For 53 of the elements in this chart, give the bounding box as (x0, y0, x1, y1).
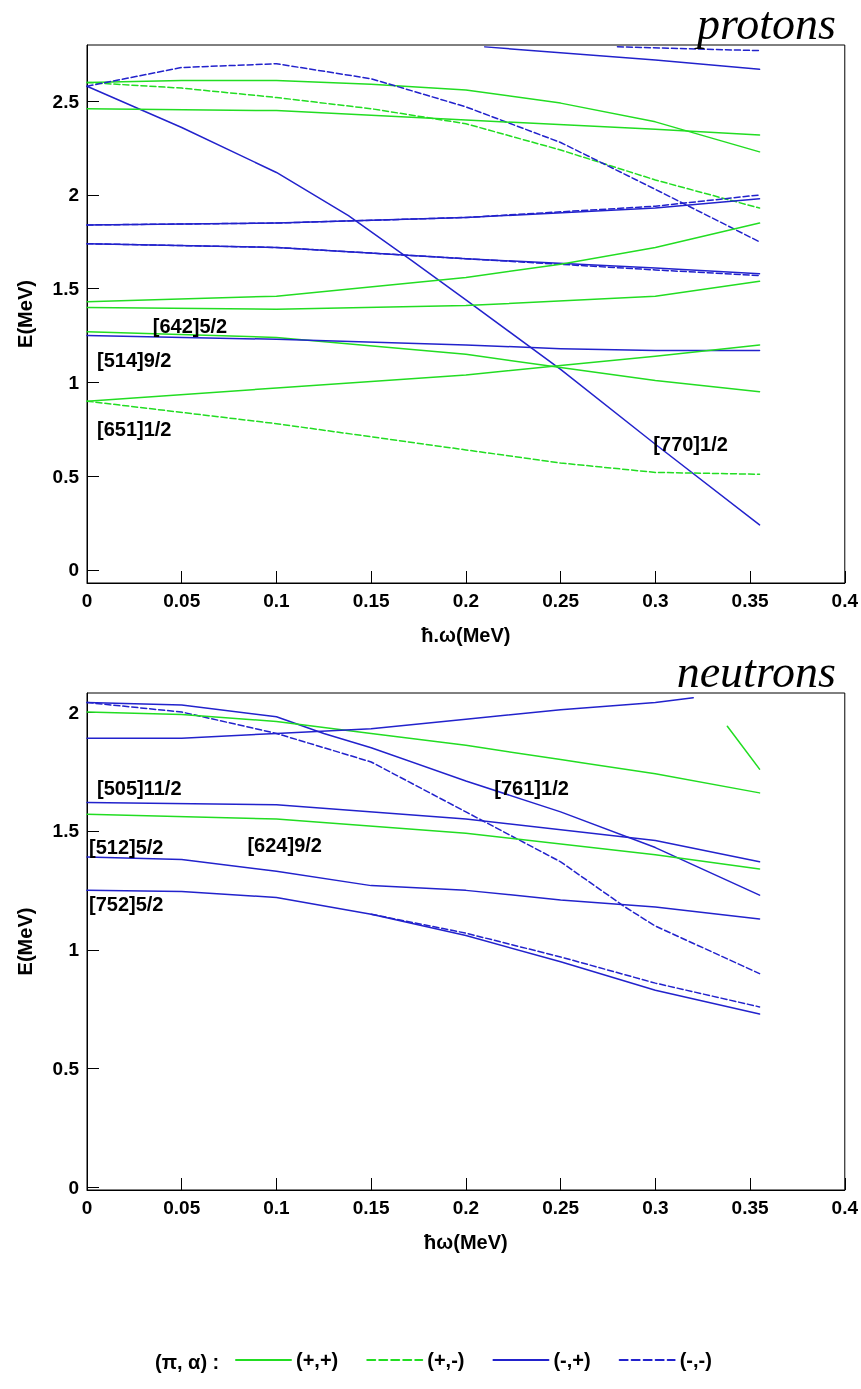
line-series (86, 889, 761, 1015)
x-tick-label: 0.4 (831, 1197, 859, 1218)
annotation: [752]5/2 (89, 893, 164, 916)
x-tick-label: 0.25 (542, 590, 580, 611)
annotation: [512]5/2 (89, 836, 164, 859)
y-tick-label: 1 (68, 939, 80, 961)
legend-label: (+,+) (296, 1349, 339, 1371)
x-tick-label: 0.1 (263, 590, 291, 611)
x-tick-label: 0 (81, 1197, 93, 1218)
y-tick-label: 1 (68, 371, 80, 393)
y-tick-label: 2 (68, 184, 79, 206)
x-tick-label: 0.1 (263, 1197, 291, 1218)
y-tick-label: 0.5 (52, 465, 80, 487)
annotation: [624]9/2 (247, 834, 322, 857)
y-tick-label: 0 (68, 1177, 79, 1199)
line-series (86, 280, 761, 311)
y-tick-label: 2.5 (52, 90, 80, 112)
x-tick-label: 0.25 (542, 1197, 580, 1218)
y-axis-title: E(MeV) (14, 280, 36, 348)
x-tick-label: 0.2 (452, 590, 480, 611)
x-tick-label: 0.05 (163, 590, 201, 611)
legend-label: (-,+) (553, 1349, 591, 1371)
annotation: [761]1/2 (494, 777, 569, 800)
legend-label: (+,-) (427, 1349, 465, 1371)
x-tick-label: 0.3 (642, 1197, 669, 1218)
x-tick-label: 0.15 (352, 1197, 391, 1218)
y-tick-label: 0 (68, 559, 79, 581)
annotation: [642]5/2 (152, 314, 228, 337)
line-series (86, 222, 761, 303)
y-tick-label: 1.5 (52, 820, 80, 842)
x-tick-label: 0.05 (163, 1197, 201, 1218)
chart-title: protons (694, 0, 837, 49)
legend-label: (-,-) (679, 1349, 712, 1371)
x-axis-title: ħ.ω(MeV) (421, 624, 511, 646)
line-series (86, 813, 761, 870)
x-tick-label: 0.35 (731, 590, 769, 611)
x-axis-title: ħω(MeV) (424, 1231, 508, 1253)
legend-title: (π, α) : (155, 1351, 220, 1373)
x-tick-label: 0.35 (731, 1197, 769, 1218)
x-tick-label: 0.2 (452, 1197, 480, 1218)
y-tick-label: 0.5 (52, 1058, 80, 1080)
annotation: [514]9/2 (97, 348, 172, 371)
y-axis-title: E(MeV) (14, 907, 36, 976)
annotation: [651]1/2 (97, 418, 172, 441)
x-tick-label: 0.3 (642, 590, 669, 611)
y-tick-label: 1.5 (52, 278, 80, 300)
annotation: [505]11/2 (97, 777, 182, 800)
chart-title: neutrons (676, 645, 836, 697)
x-tick-label: 0.4 (831, 590, 859, 611)
annotation: [770]1/2 (653, 433, 728, 456)
x-tick-label: 0.15 (352, 590, 391, 611)
x-tick-label: 0 (81, 590, 93, 611)
y-tick-label: 2 (68, 701, 79, 723)
